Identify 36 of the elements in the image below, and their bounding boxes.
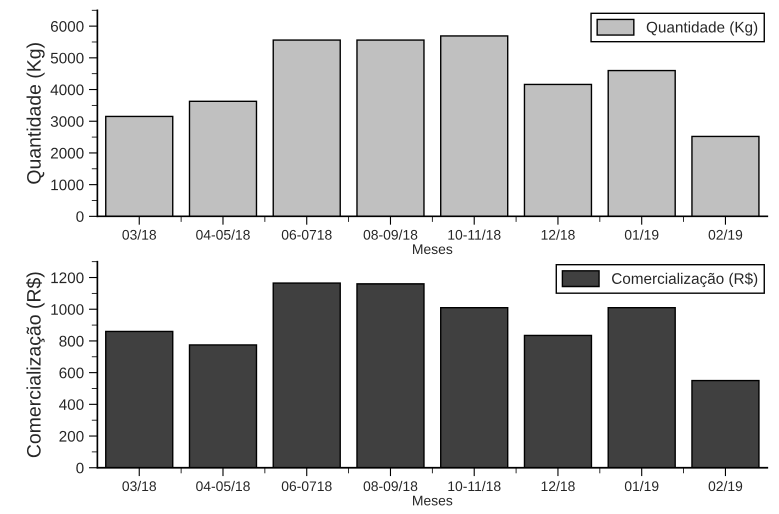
x-tick-label: 10-11/18 <box>448 480 501 492</box>
x-tick-label: 12/18 <box>542 480 575 492</box>
x-tick-label: 03/18 <box>122 230 156 240</box>
x-tick-label: 02/19 <box>708 480 742 492</box>
y-tick-label: 2000 <box>50 148 84 159</box>
x-tick-label: 06-0718 <box>282 230 332 240</box>
y-tick-label: 1000 <box>51 180 84 190</box>
x-axis-title: Meses <box>413 244 452 254</box>
y-tick-label: 4000 <box>50 84 84 96</box>
y-tick-label: 3000 <box>50 116 84 127</box>
y-axis-title: Comercialização (R$) <box>26 272 45 458</box>
y-tick-label: 5000 <box>50 52 84 64</box>
x-axis-title: Meses <box>413 496 452 506</box>
x-tick-label: 01/19 <box>624 480 658 492</box>
x-tick-label: 01/19 <box>624 230 658 240</box>
x-tick-label: 10-11/18 <box>448 230 501 240</box>
x-tick-label: 03/18 <box>122 480 156 492</box>
y-tick-label: 1000 <box>51 304 84 315</box>
y-tick-label: 0 <box>76 211 84 222</box>
x-tick-label: 12/18 <box>542 230 575 240</box>
x-tick-label: 08-09/18 <box>364 480 418 492</box>
y-axis-title: Quantidade (Kg) <box>26 43 45 184</box>
y-tick-label: 400 <box>59 399 84 410</box>
y-tick-label: 200 <box>59 430 84 442</box>
y-tick-label: 6000 <box>50 21 84 32</box>
x-tick-label: 04-05/18 <box>196 480 250 492</box>
x-tick-label: 08-09/18 <box>364 230 418 240</box>
x-tick-label: 06-0718 <box>282 481 332 492</box>
y-tick-label: 0 <box>76 462 84 474</box>
y-tick-label: 800 <box>59 336 84 347</box>
legend-label: Quantidade (Kg) <box>646 21 758 36</box>
x-tick-label: 04-05/18 <box>196 230 250 240</box>
legend-label: Comercialização (R$) <box>612 272 758 288</box>
y-tick-label: 600 <box>59 368 84 378</box>
x-tick-label: 02/19 <box>708 230 742 240</box>
y-tick-label: 1200 <box>51 272 84 284</box>
